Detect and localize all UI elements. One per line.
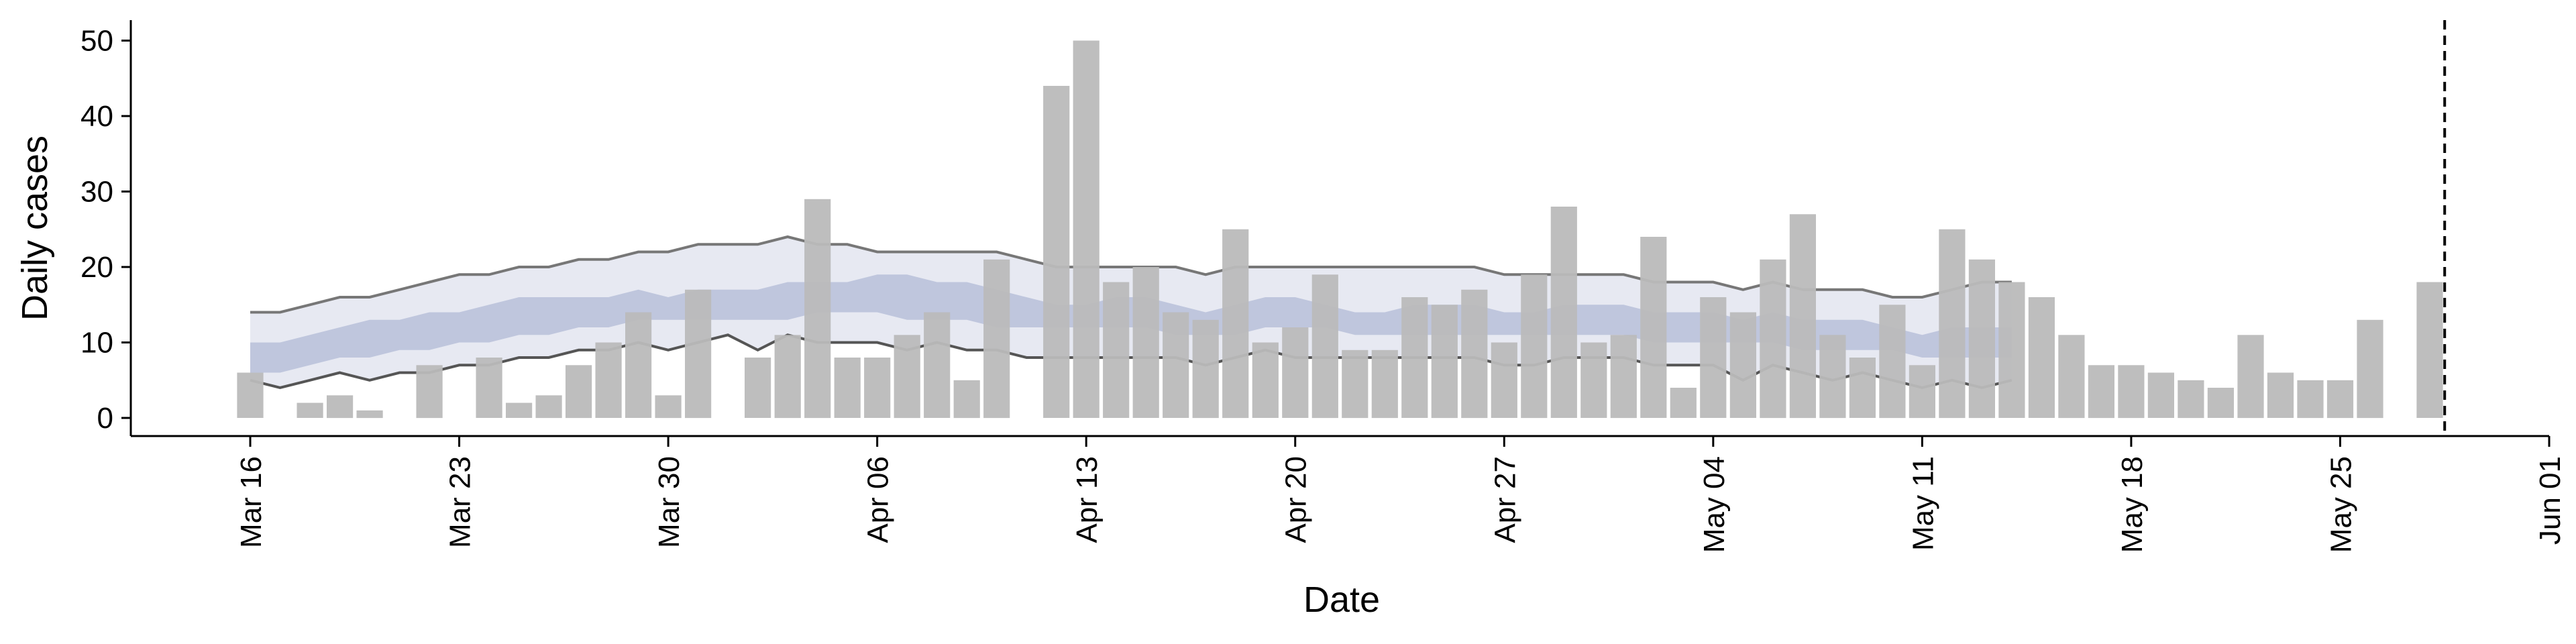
bar-2020-04-20 (1282, 327, 1309, 418)
bar-2020-04-21 (1311, 274, 1338, 419)
bar-2020-05-21 (2207, 388, 2234, 418)
bar-2020-03-16 (237, 372, 264, 418)
bar-2020-03-25 (506, 402, 533, 418)
bar-2020-03-29 (625, 312, 652, 418)
x-tick-label: Apr 06 (862, 456, 895, 543)
bar-2020-05-25 (2326, 380, 2354, 419)
bar-2020-04-15 (1132, 267, 1159, 418)
bar-2020-04-19 (1252, 342, 1279, 418)
axes (129, 20, 2549, 437)
bar-2020-05-14 (1998, 282, 2025, 418)
bar-2020-05-10 (1879, 305, 1906, 419)
bar-2020-04-16 (1163, 312, 1189, 418)
bar-2020-05-26 (2357, 319, 2383, 419)
y-tick-label: 30 (80, 176, 113, 209)
y-axis-title: Daily cases (15, 136, 55, 321)
bar-2020-05-18 (2118, 365, 2145, 419)
bar-2020-05-22 (2237, 335, 2264, 419)
bar-2020-05-16 (2058, 335, 2085, 419)
bar-2020-04-14 (1103, 282, 1130, 418)
bar-2020-05-20 (2178, 380, 2204, 419)
bar-2020-04-04 (804, 199, 831, 419)
bar-2020-04-18 (1222, 229, 1249, 419)
outer-upper-line (250, 235, 2012, 314)
bar-2020-03-24 (476, 358, 502, 418)
bar-2020-03-27 (566, 365, 592, 419)
bar-2020-03-28 (595, 342, 622, 418)
bar-2020-03-22 (416, 365, 443, 419)
y-tick-label: 50 (80, 25, 113, 58)
bar-2020-05-02 (1640, 237, 1667, 418)
bar-2020-04-12 (1043, 86, 1070, 418)
y-tick-label: 20 (80, 251, 113, 284)
bar-2020-03-20 (356, 410, 383, 419)
y-tick-label: 40 (80, 100, 113, 133)
bar-2020-03-18 (297, 402, 323, 418)
x-tick-label: May 04 (1698, 456, 1731, 553)
bar-2020-05-11 (1909, 365, 1935, 419)
bar-series (237, 40, 2443, 419)
bar-2020-04-24 (1401, 297, 1428, 418)
bar-2020-05-07 (1789, 214, 1816, 419)
x-tick-label: Mar 16 (235, 456, 268, 548)
bar-2020-04-08 (924, 312, 951, 418)
bar-2020-05-15 (2028, 297, 2055, 418)
bar-2020-05-28 (2416, 282, 2443, 418)
y-axis-ticks: 0 10 20 30 40 50 (80, 25, 131, 435)
bar-2020-05-05 (1729, 312, 1756, 418)
bar-2020-04-02 (745, 358, 771, 418)
x-tick-label: Mar 23 (444, 456, 477, 548)
y-tick-label: 0 (97, 402, 113, 435)
bar-2020-05-01 (1610, 335, 1637, 419)
x-tick-label: May 18 (2116, 456, 2149, 553)
bar-2020-04-27 (1491, 342, 1517, 418)
bar-2020-05-13 (1968, 259, 1995, 419)
bar-2020-04-23 (1371, 350, 1398, 419)
bar-2020-05-12 (1939, 229, 1966, 419)
bar-2020-04-29 (1550, 207, 1577, 418)
x-tick-label: May 25 (2324, 456, 2357, 553)
bar-2020-05-08 (1819, 335, 1846, 419)
bar-2020-03-26 (535, 395, 562, 419)
bar-2020-05-23 (2267, 372, 2294, 418)
bar-2020-04-28 (1521, 274, 1548, 419)
bar-2020-04-05 (834, 358, 861, 418)
bar-2020-04-13 (1073, 40, 1099, 418)
bar-2020-05-17 (2088, 365, 2114, 419)
x-tick-label: Jun 01 (2534, 456, 2567, 545)
bar-2020-04-30 (1580, 342, 1607, 418)
x-tick-label: Apr 27 (1489, 456, 1521, 543)
bar-2020-05-19 (2147, 372, 2174, 418)
bar-2020-04-17 (1192, 319, 1219, 419)
bar-2020-04-09 (953, 380, 980, 419)
bar-2020-04-26 (1461, 289, 1488, 419)
bar-2020-03-31 (685, 289, 712, 419)
y-tick-label: 10 (80, 327, 113, 360)
bar-2020-05-24 (2297, 380, 2324, 419)
bar-2020-03-30 (655, 395, 682, 419)
bar-2020-04-06 (864, 358, 891, 418)
bar-2020-04-10 (983, 259, 1010, 419)
x-axis-title: Date (1303, 580, 1380, 620)
x-tick-label: May 11 (1907, 456, 1939, 551)
x-tick-label: Apr 20 (1280, 456, 1313, 543)
bar-2020-05-03 (1670, 388, 1697, 418)
bar-2020-04-25 (1431, 305, 1458, 419)
x-tick-label: Apr 13 (1071, 456, 1104, 543)
bar-2020-03-19 (327, 395, 354, 419)
bar-2020-05-09 (1849, 358, 1876, 418)
bar-2020-04-22 (1342, 350, 1368, 419)
bar-2020-04-03 (774, 335, 801, 419)
bar-2020-04-07 (894, 335, 920, 419)
bar-2020-05-04 (1700, 297, 1727, 418)
x-axis-ticks: Mar 16 Mar 23 Mar 30 Apr 06 Apr 13 Apr 20 Apr … (235, 436, 2567, 553)
x-tick-label: Mar 30 (653, 456, 686, 548)
bar-2020-05-06 (1760, 259, 1786, 419)
